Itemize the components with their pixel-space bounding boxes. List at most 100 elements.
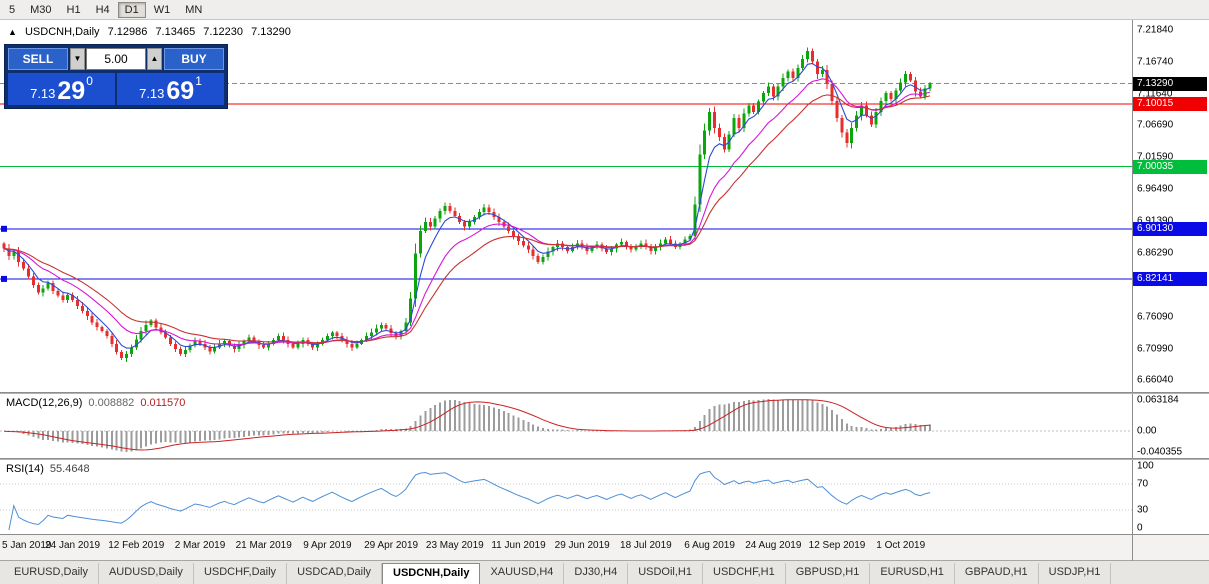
chart-tab-audusd-daily[interactable]: AUDUSD,Daily — [99, 563, 194, 584]
date-label: 11 Jun 2019 — [491, 540, 546, 551]
date-label: 6 Aug 2019 — [684, 540, 735, 551]
chart-tab-eurusd-daily[interactable]: EURUSD,Daily — [4, 563, 99, 584]
chart-tab-usdoil-h1[interactable]: USDOil,H1 — [628, 563, 703, 584]
ohlc-low: 7.12230 — [203, 26, 244, 38]
axis-corner — [1132, 535, 1209, 561]
candlestick-chart-canvas[interactable] — [0, 20, 1132, 392]
rsi-name: RSI(14) — [6, 463, 44, 475]
rsi-axis-tick: 30 — [1137, 504, 1149, 516]
macd-axis-tick: 0.00 — [1137, 425, 1157, 437]
date-label: 2 Mar 2019 — [174, 540, 226, 551]
rsi-label: RSI(14) 55.4648 — [6, 463, 96, 475]
rsi-line — [8, 470, 931, 531]
price-axis-tick: 6.66040 — [1137, 374, 1174, 386]
date-label: 5 Jan 2019 — [2, 540, 52, 551]
date-label: 29 Jun 2019 — [554, 540, 610, 551]
chart-tab-gbpusd-h1[interactable]: GBPUSD,H1 — [786, 563, 871, 584]
chart-tabs-bar: EURUSD,Daily AUDUSD,Daily USDCHF,Daily USDC… — [0, 560, 1209, 584]
chart-tab-eurusd-h1[interactable]: EURUSD,H1 — [870, 563, 955, 584]
macd-plot-area[interactable]: MACD(12,26,9) 0.008882 0.011570 — [0, 394, 1132, 458]
bid-price-price-box: 7.13290 — [1133, 76, 1207, 91]
macd-chart-canvas[interactable] — [0, 394, 1132, 458]
panel-splitter[interactable] — [0, 392, 1209, 394]
chart-tab-usdcad-daily[interactable]: USDCAD,Daily — [287, 563, 383, 584]
blue-hline-upper-price-box: 6.90130 — [1133, 221, 1207, 236]
price-axis-tick: 7.01590 — [1137, 151, 1174, 163]
price-axis[interactable]: 7.21840 7.16740 7.11640 7.06690 7.01590 6.964… — [1132, 20, 1209, 392]
price-plot-area[interactable]: ▲ USDCNH,Daily 7.12986 7.13465 7.12230 7… — [0, 20, 1132, 392]
ask-price-pips: 69 — [166, 77, 195, 105]
rsi-axis-tick: 70 — [1137, 478, 1149, 490]
timeframe-button-mn[interactable]: MN — [178, 2, 209, 18]
chart-tab-dj30-h4[interactable]: DJ30,H4 — [564, 563, 629, 584]
price-axis-tick: 6.96490 — [1137, 183, 1174, 195]
bid-price-pips: 29 — [57, 77, 86, 105]
price-axis-tick: 7.06690 — [1137, 119, 1174, 131]
date-label: 24 Jan 2019 — [45, 540, 101, 551]
date-label: 29 Apr 2019 — [364, 540, 419, 551]
ask-price-point: 1 — [195, 74, 202, 88]
volume-increase-button[interactable]: ▲ — [147, 48, 162, 70]
chart-tab-usdjp-h1[interactable]: USDJP,H1 — [1039, 563, 1112, 584]
macd-axis[interactable]: 0.063184 0.00 -0.040355 — [1132, 394, 1209, 458]
macd-signal-line — [3, 399, 931, 451]
price-axis-tick: 6.70990 — [1137, 343, 1174, 355]
date-label: 21 Mar 2019 — [235, 540, 292, 551]
timeframe-button-d1[interactable]: D1 — [117, 1, 146, 18]
date-label: 9 Apr 2019 — [303, 540, 352, 551]
macd-panel: MACD(12,26,9) 0.008882 0.011570 0.063184 0.… — [0, 394, 1209, 458]
macd-label: MACD(12,26,9) 0.008882 0.011570 — [6, 397, 191, 409]
price-axis-tick: 6.91390 — [1137, 215, 1173, 226]
timeframe-button-m30[interactable]: M30 — [23, 2, 58, 18]
timeframe-button-h4[interactable]: H4 — [89, 2, 117, 18]
rsi-panel: RSI(14) 55.4648 100 70 30 0 — [0, 460, 1209, 534]
bid-price-point: 0 — [86, 74, 93, 88]
price-chart-panel: ▲ USDCNH,Daily 7.12986 7.13465 7.12230 7… — [0, 20, 1209, 392]
chart-tab-usdchf-h1[interactable]: USDCHF,H1 — [703, 563, 786, 584]
macd-signal-value: 0.011570 — [140, 397, 186, 409]
price-axis-tick: 7.16740 — [1137, 56, 1174, 68]
bid-price-display[interactable]: 7.13 29 0 — [8, 73, 115, 105]
date-label: 12 Sep 2019 — [808, 540, 866, 551]
chart-tab-gbpaud-h1[interactable]: GBPAUD,H1 — [955, 563, 1039, 584]
time-axis[interactable]: 5 Jan 2019 24 Jan 2019 12 Feb 2019 2 Mar 20… — [0, 534, 1209, 561]
date-label: 1 Oct 2019 — [876, 540, 926, 551]
chart-tab-usdchf-daily[interactable]: USDCHF,Daily — [194, 563, 288, 584]
one-click-toggle-icon[interactable]: ▲ — [8, 27, 17, 37]
price-axis-tick: 7.11640 — [1137, 88, 1173, 100]
date-label: 18 Jul 2019 — [620, 540, 672, 551]
chart-tab-xauusd-h4[interactable]: XAUUSD,H4 — [480, 563, 565, 584]
bid-price-major: 7.13 — [30, 86, 56, 101]
ohlc-high: 7.13465 — [155, 26, 196, 38]
ohlc-info-line: ▲ USDCNH,Daily 7.12986 7.13465 7.12230 7… — [8, 26, 296, 38]
macd-main-value: 0.008882 — [88, 397, 135, 409]
symbol-name: USDCNH,Daily — [24, 26, 100, 38]
timeframe-button-5[interactable]: 5 — [2, 2, 22, 18]
volume-input[interactable] — [86, 48, 146, 70]
ask-price-major: 7.13 — [139, 86, 165, 101]
timeframe-button-h1[interactable]: H1 — [60, 2, 88, 18]
buy-button[interactable]: BUY — [164, 48, 224, 70]
rsi-chart-canvas[interactable] — [0, 460, 1132, 534]
moving-average-line — [3, 78, 931, 346]
macd-axis-tick: -0.040355 — [1137, 446, 1183, 458]
panel-splitter[interactable] — [0, 458, 1209, 460]
timeframe-toolbar: 5 M30 H1 H4 D1 W1 MN — [0, 0, 1209, 20]
price-axis-tick: 6.86290 — [1137, 247, 1174, 259]
price-axis-tick: 6.76090 — [1137, 311, 1174, 323]
red-hline-price-box: 7.10015 — [1133, 97, 1207, 112]
chart-tab-usdcnh-daily[interactable]: USDCNH,Daily — [382, 563, 481, 584]
ohlc-open: 7.12986 — [107, 26, 148, 38]
date-label: 24 Aug 2019 — [745, 540, 802, 551]
sell-button[interactable]: SELL — [8, 48, 68, 70]
timeframe-button-w1[interactable]: W1 — [147, 2, 178, 18]
ask-price-display[interactable]: 7.13 69 1 — [117, 73, 224, 105]
volume-decrease-button[interactable]: ▼ — [70, 48, 85, 70]
price-axis-tick: 7.21840 — [1137, 24, 1174, 36]
rsi-plot-area[interactable]: RSI(14) 55.4648 — [0, 460, 1132, 534]
rsi-axis[interactable]: 100 70 30 0 — [1132, 460, 1209, 534]
date-label: 23 May 2019 — [425, 540, 484, 551]
blue-hline-lower-price-box: 6.82141 — [1133, 271, 1207, 286]
